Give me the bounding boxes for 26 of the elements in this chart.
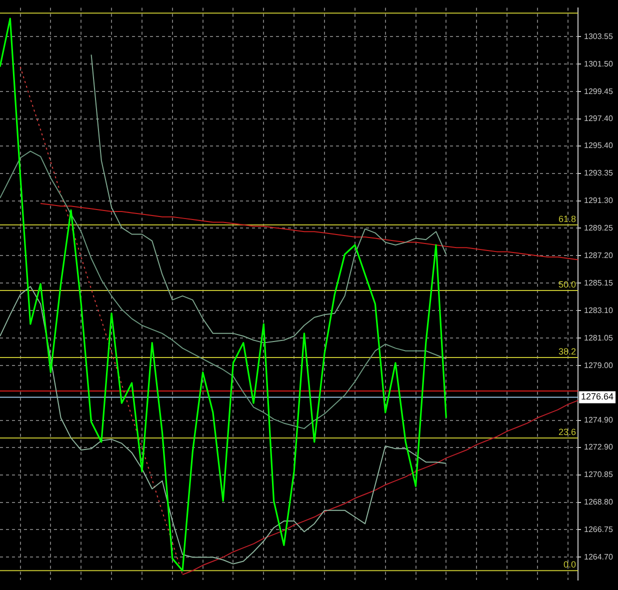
ref-line-label: 1276.64 [581,392,614,402]
y-tick-label: 1291.30 [584,196,614,205]
y-tick-label: 1297.40 [584,114,614,124]
y-tick-label: 1283.10 [584,306,614,315]
y-tick-label: 1285.15 [584,278,614,288]
y-tick-label: 1287.20 [584,250,614,260]
y-tick-label: 1303.55 [584,32,614,41]
y-tick-label: 1293.35 [584,168,614,178]
y-tick-label: 1281.05 [584,333,614,342]
y-tick-label: 1266.75 [584,524,614,534]
line-series [20,66,184,576]
y-tick-label: 1264.70 [584,552,614,562]
y-tick-label: 1279.00 [584,360,614,370]
annotation: 61.8 [558,214,576,224]
y-tick-label: 1268.80 [584,497,614,506]
annotation: 38.2 [558,346,576,357]
y-tick-label: 1274.90 [584,416,614,425]
annotation: 50.0 [558,280,576,290]
annotation: 23.6 [558,426,576,437]
y-tick-label: 1270.85 [584,470,614,480]
annotation: 0.0 [563,560,576,570]
y-tick-label: 1299.45 [584,86,614,96]
y-tick-label: 1295.40 [584,141,614,150]
y-tick-label: 1289.25 [584,223,614,232]
y-tick-label: 1272.90 [584,442,614,452]
y-tick-label: 1301.50 [584,59,614,68]
